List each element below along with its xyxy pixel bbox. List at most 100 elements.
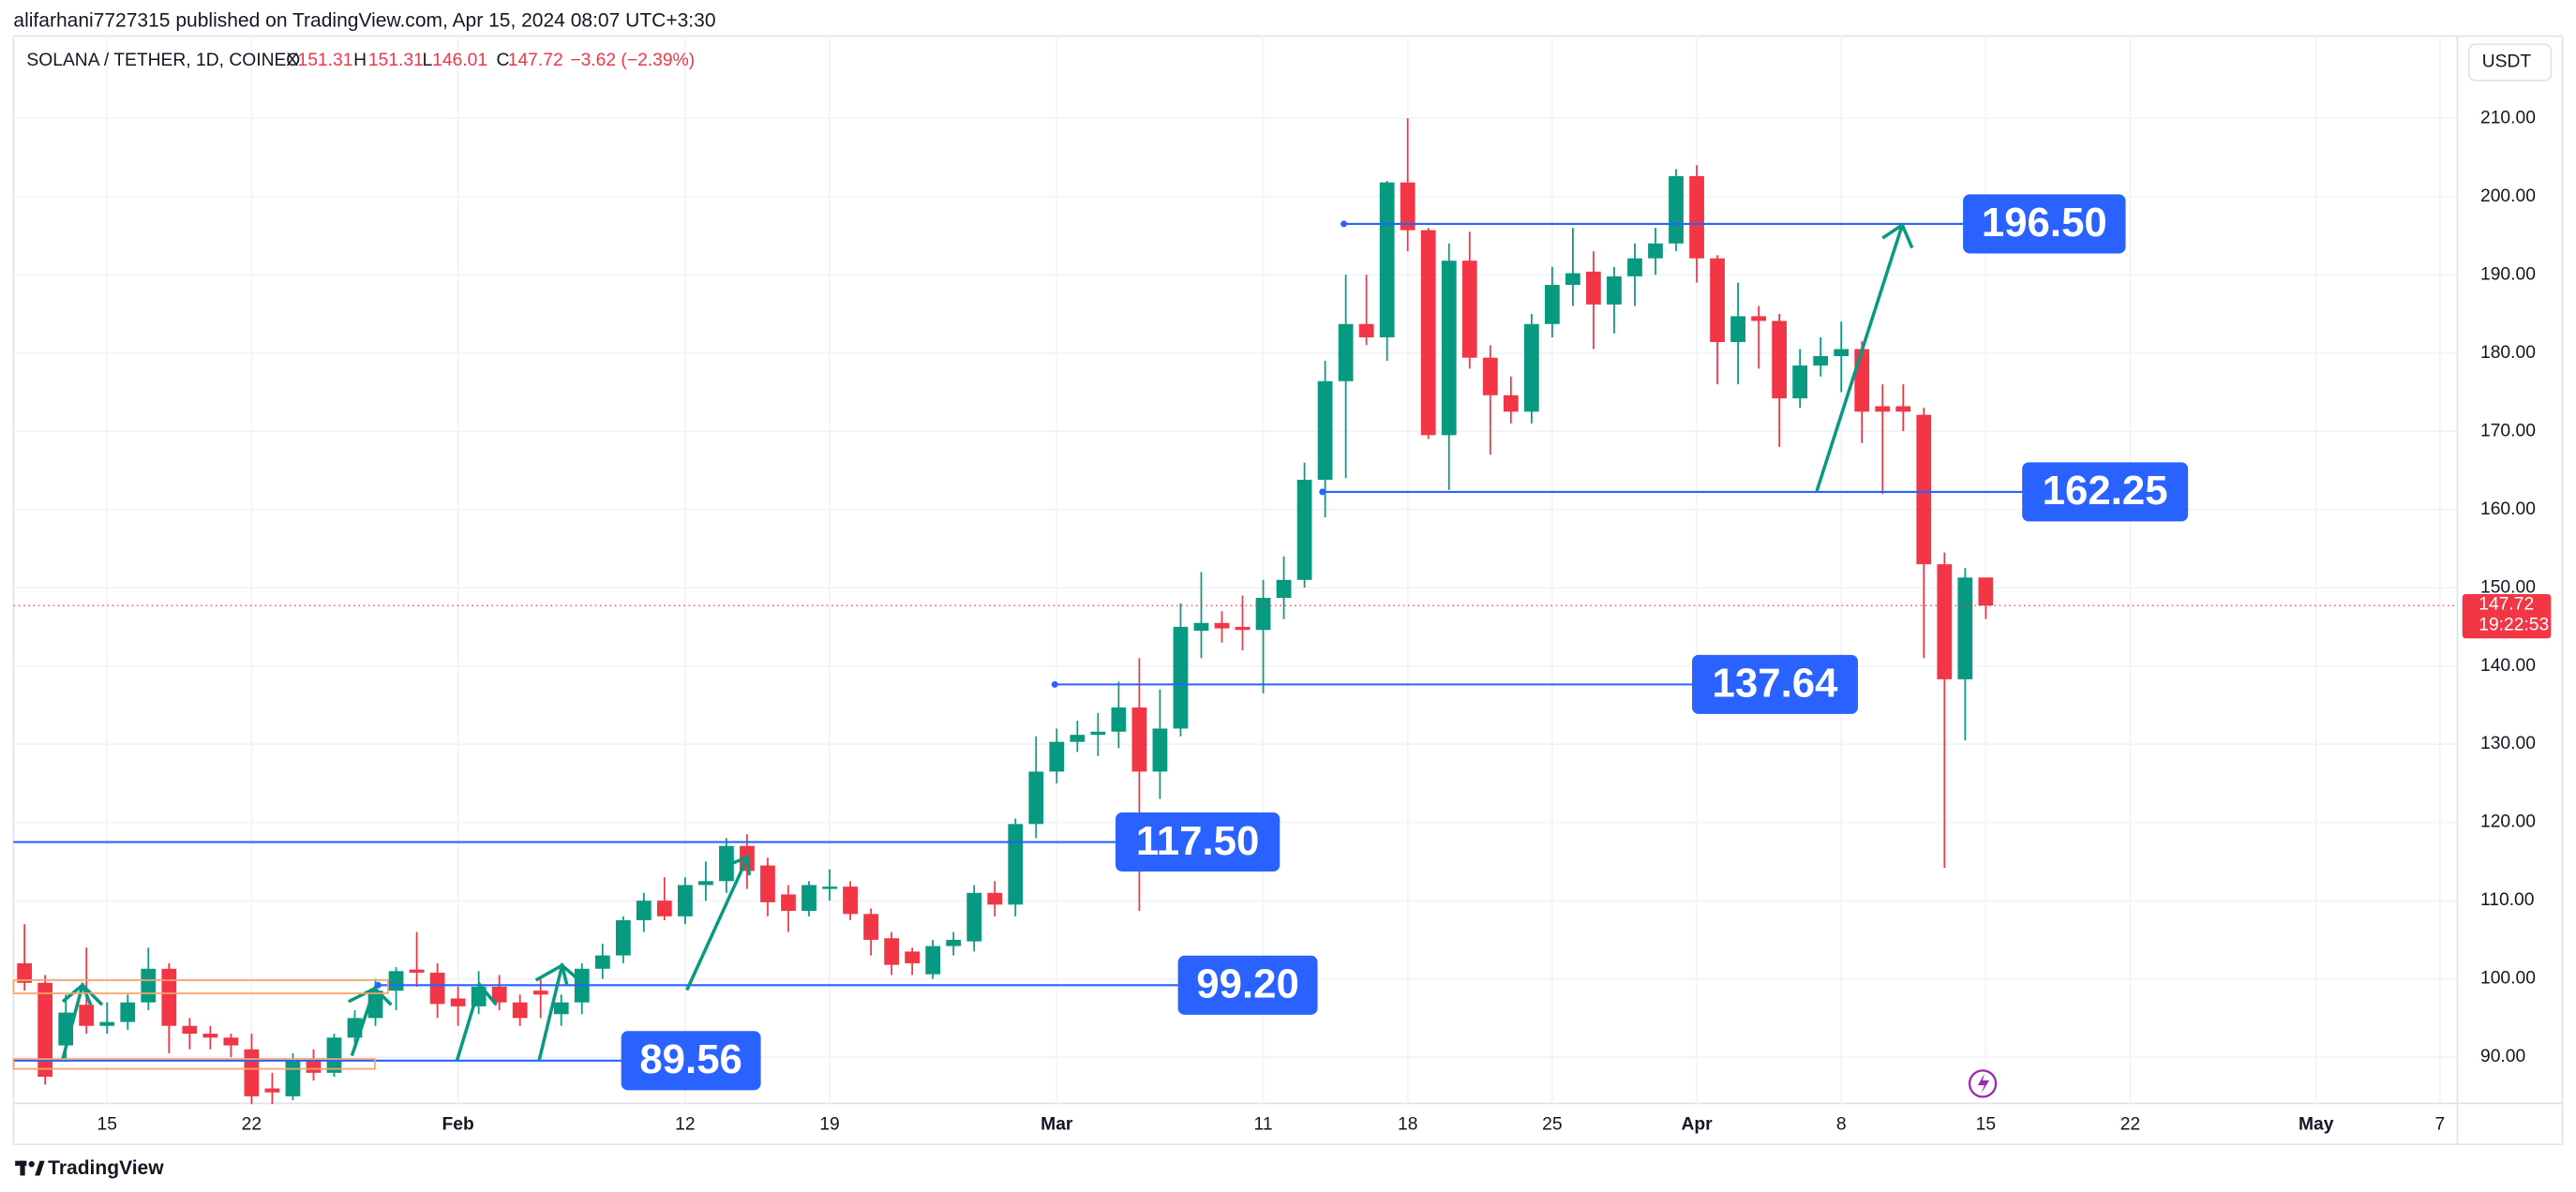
grid [13, 36, 2458, 1104]
y-tick-label: 170.00 [2480, 421, 2536, 440]
candle-body [594, 955, 610, 969]
published: alifarhani7727315 published on TradingVi… [13, 9, 715, 31]
candle-body [141, 968, 157, 1003]
candle-body [1461, 261, 1477, 358]
zones [12, 979, 389, 1070]
candle-body [760, 865, 775, 902]
candle-body [863, 914, 878, 940]
labels: 90.00 100.00 110.00 120.00 130.00 140.00 150.0… [97, 51, 2552, 1134]
candle-body [1235, 626, 1251, 631]
x-tick-label: 12 [675, 1114, 695, 1134]
candle-body [1276, 579, 1292, 599]
candle-body [843, 887, 858, 915]
brand: TradingView [48, 1157, 164, 1179]
y-tick-label: 160.00 [2480, 499, 2536, 519]
zone [12, 979, 389, 994]
level-box [621, 1031, 761, 1091]
candle-body [1296, 479, 1312, 580]
brand-logo [15, 1160, 45, 1176]
candle-body [905, 951, 921, 963]
logo-part [28, 1161, 35, 1168]
candle-body [306, 1061, 322, 1073]
level-label: 162.25 [2043, 468, 2168, 514]
candle-body [202, 1034, 218, 1038]
price-tag [2462, 593, 2552, 639]
arrow-head [348, 986, 383, 1009]
candle-body [223, 1037, 239, 1046]
level-box [1692, 654, 1858, 714]
ohlc-value: 147.72 [508, 51, 563, 70]
candle-body [987, 892, 1003, 905]
logo-part [20, 1160, 25, 1176]
y-tick-label: 200.00 [2480, 186, 2536, 206]
candle-body [678, 885, 693, 916]
x-tick-label: Apr [1681, 1114, 1713, 1134]
y-tick-label: 140.00 [2480, 656, 2536, 676]
candle-body [1008, 824, 1024, 905]
x-tick-label: 15 [1976, 1114, 1996, 1134]
y-tick-label: 130.00 [2480, 734, 2536, 753]
y-tick-label: 90.00 [2480, 1047, 2525, 1066]
y-tick-label: 180.00 [2480, 343, 2536, 363]
candle-body [719, 845, 734, 882]
candle-body [388, 971, 404, 991]
arrow [1815, 224, 1904, 492]
level-box [1177, 955, 1318, 1015]
level-label: 137.64 [1713, 661, 1839, 707]
candle-body [1834, 349, 1850, 357]
candle-body [1049, 741, 1065, 772]
ohlc-label: C [497, 51, 510, 70]
event-icon[interactable] [1968, 1069, 1998, 1098]
candle-body [884, 938, 900, 965]
candle-body [946, 939, 962, 946]
change: −3.62 (−2.39%) [570, 51, 695, 70]
logo-part [35, 1160, 45, 1176]
candle-body [79, 1005, 95, 1026]
candle-body [1710, 258, 1725, 343]
candle-body [161, 968, 177, 1026]
ohlc-label: O [286, 51, 300, 70]
candle-body [1586, 271, 1601, 305]
x-tick-label: Mar [1041, 1114, 1073, 1134]
candle-body [1607, 276, 1622, 305]
arrow-head [534, 962, 569, 986]
candle-body [1131, 707, 1147, 772]
x-tick-label: 19 [819, 1114, 839, 1134]
candle-body [1669, 175, 1684, 244]
level-anchor [374, 981, 382, 989]
candle-body [1420, 230, 1436, 436]
candle-body [1193, 622, 1209, 632]
level-box [2022, 462, 2189, 522]
arrow [685, 856, 750, 991]
candle-body [1358, 323, 1374, 337]
currency-box[interactable] [2467, 43, 2553, 82]
candle-body [264, 1088, 280, 1093]
x-tick-label: 22 [2120, 1114, 2140, 1134]
x-tick-label: May [2299, 1114, 2334, 1134]
candle-body [925, 946, 941, 975]
candle-body [1400, 182, 1415, 231]
x-tick-label: 15 [97, 1114, 117, 1134]
candle-body [1379, 182, 1395, 337]
candle-body [409, 969, 425, 973]
candle-body [1957, 577, 1973, 679]
x-tick-label: 22 [242, 1114, 262, 1134]
ohlc-value: 151.31 [368, 51, 424, 70]
candle-body [636, 901, 651, 921]
candle-body [698, 881, 713, 886]
candle-body [1648, 243, 1663, 259]
candle-body [512, 1002, 528, 1019]
candle-body [1792, 365, 1808, 399]
candle-body [1544, 285, 1560, 324]
candle-body [822, 887, 837, 889]
y-tick-label: 100.00 [2480, 969, 2536, 989]
y-tick-label: 150.00 [2480, 577, 2536, 597]
candle-body [326, 1037, 342, 1073]
x-tick-label: 7 [2435, 1114, 2446, 1134]
level-label: 117.50 [1136, 818, 1260, 864]
candle-body [1523, 323, 1539, 412]
candle-body [1111, 707, 1127, 732]
candle-body [120, 1002, 136, 1022]
candle-body [491, 986, 507, 1003]
